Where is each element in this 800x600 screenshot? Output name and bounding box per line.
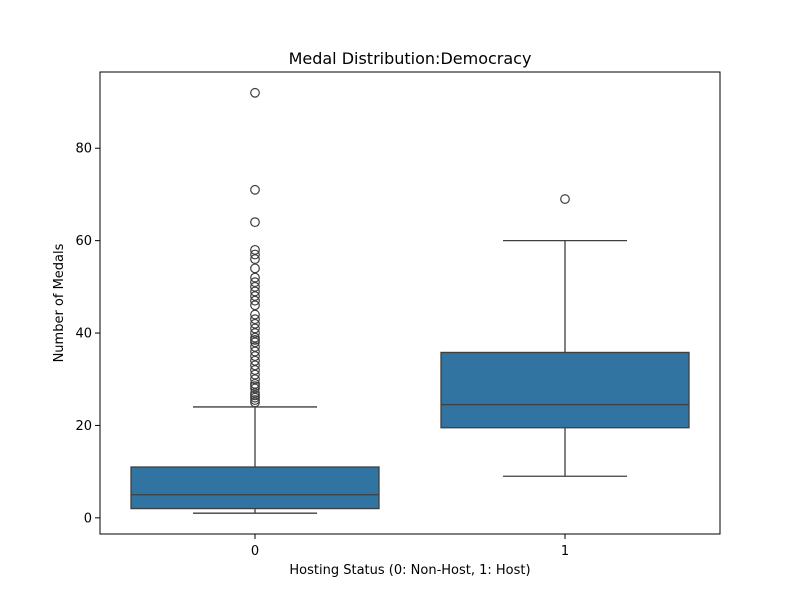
outlier-point <box>250 295 260 306</box>
outlier-point <box>250 378 260 389</box>
outlier-point <box>250 341 260 352</box>
outlier-point <box>250 374 260 385</box>
outlier-point <box>250 263 260 274</box>
outlier-point <box>250 286 260 297</box>
outlier-point <box>250 281 260 292</box>
outlier-point <box>250 369 260 380</box>
outlier-point <box>250 217 260 228</box>
x-axis-label: Hosting Status (0: Non-Host, 1: Host) <box>289 563 530 578</box>
y-tick-label: 20 <box>75 419 92 434</box>
x-tick-label: 0 <box>251 544 259 559</box>
outlier-point <box>250 332 260 343</box>
outlier-point <box>250 277 260 288</box>
outlier-point <box>250 309 260 320</box>
box-iqr <box>130 466 380 510</box>
outlier-point <box>250 323 260 334</box>
box-1 <box>440 194 690 477</box>
y-tick-label: 60 <box>75 234 92 249</box>
x-tick-label: 1 <box>561 544 569 559</box>
y-tick-label: 80 <box>75 142 92 157</box>
outlier-point <box>250 318 260 329</box>
outlier-point <box>250 272 260 283</box>
outlier-point <box>250 249 260 260</box>
outlier-point <box>250 300 260 311</box>
outlier-point <box>250 244 260 255</box>
y-tick-label: 40 <box>75 327 92 342</box>
y-axis: 0 20 40 60 80 <box>75 142 100 526</box>
outlier-point <box>250 360 260 371</box>
outlier-point <box>250 346 260 357</box>
outlier-point <box>250 351 260 362</box>
outlier-point <box>250 388 260 398</box>
outlier-point <box>250 291 260 301</box>
outlier-point <box>250 314 260 325</box>
box-iqr <box>440 351 690 429</box>
box-0 <box>130 87 380 514</box>
outlier-point <box>250 328 260 338</box>
outlier-point <box>250 355 260 366</box>
plot-area-frame <box>99 71 721 535</box>
y-axis-label: Number of Medals <box>52 243 67 362</box>
box-group <box>130 87 690 514</box>
y-tick-label: 0 <box>84 511 92 526</box>
outlier-point <box>560 194 570 204</box>
outlier-point <box>250 254 260 265</box>
chart-title: Medal Distribution:Democracy <box>289 49 532 68</box>
outlier-point <box>250 87 260 98</box>
outlier-point <box>250 184 260 195</box>
outlier-point <box>250 365 260 375</box>
